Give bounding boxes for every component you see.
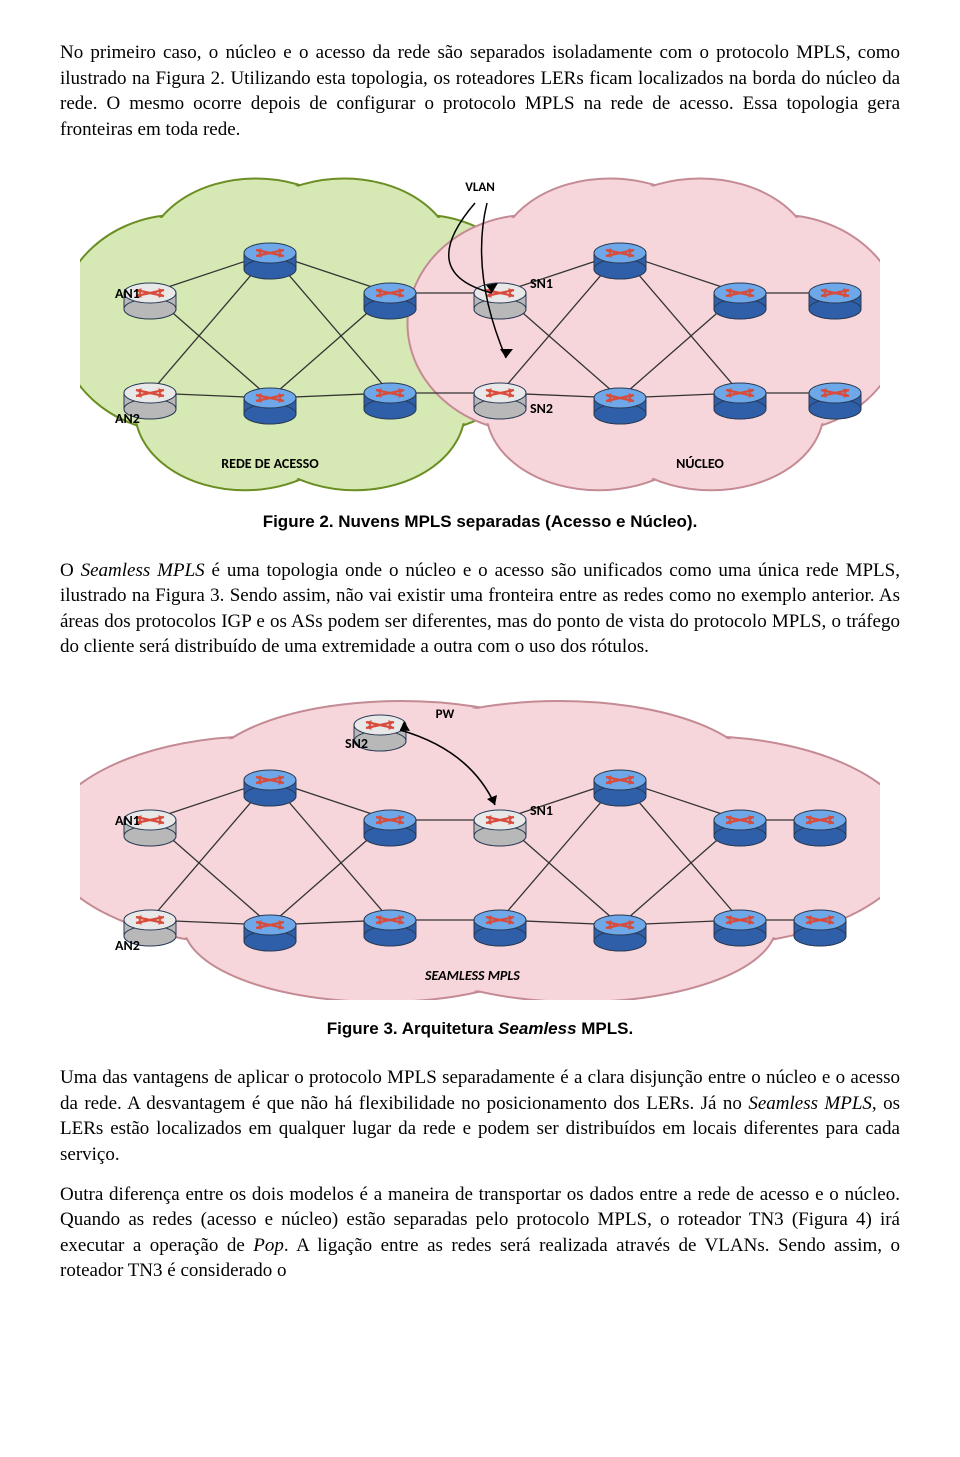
- p2-italic: Seamless MPLS: [81, 560, 205, 581]
- svg-text:REDE DE ACESSO: REDE DE ACESSO: [221, 455, 319, 472]
- svg-text:AN1: AN1: [115, 285, 140, 302]
- figure-3-caption: Figure 3. Arquitetura Seamless MPLS.: [60, 1018, 900, 1041]
- paragraph-2: O Seamless MPLS é uma topologia onde o n…: [60, 558, 900, 661]
- svg-text:SN1: SN1: [530, 802, 553, 819]
- svg-text:SN1: SN1: [530, 275, 553, 292]
- svg-text:SN2: SN2: [530, 400, 553, 417]
- figure-3-diagram: SN2 AN1 AN2 SN1 SEAMLESS MPLS PW: [60, 680, 900, 1000]
- p4-italic: Pop: [253, 1235, 284, 1256]
- svg-text:NÚCLEO: NÚCLEO: [676, 455, 724, 472]
- figure-2-diagram: AN1 AN2 SN1 SN2 REDE DE ACESSO NÚCLEO VLAN: [60, 163, 900, 493]
- svg-text:AN1: AN1: [115, 812, 140, 829]
- figure-2-caption: Figure 2. Nuvens MPLS separadas (Acesso …: [60, 511, 900, 534]
- svg-text:AN2: AN2: [115, 410, 140, 427]
- fig3-cap-b: Seamless: [498, 1019, 576, 1038]
- paragraph-4: Outra diferença entre os dois modelos é …: [60, 1182, 900, 1285]
- svg-text:SN2: SN2: [345, 735, 368, 752]
- fig3-cap-a: Figure 3. Arquitetura: [327, 1019, 498, 1038]
- p2-text-a: O: [60, 560, 81, 581]
- svg-text:SEAMLESS MPLS: SEAMLESS MPLS: [424, 967, 520, 984]
- fig3-cap-c: MPLS.: [577, 1019, 634, 1038]
- paragraph-3: Uma das vantagens de aplicar o protocolo…: [60, 1065, 900, 1168]
- svg-text:AN2: AN2: [115, 937, 140, 954]
- paragraph-1: No primeiro caso, o núcleo e o acesso da…: [60, 40, 900, 143]
- p3-italic: Seamless MPLS: [748, 1093, 872, 1114]
- svg-text:PW: PW: [436, 707, 455, 722]
- svg-text:VLAN: VLAN: [465, 180, 495, 195]
